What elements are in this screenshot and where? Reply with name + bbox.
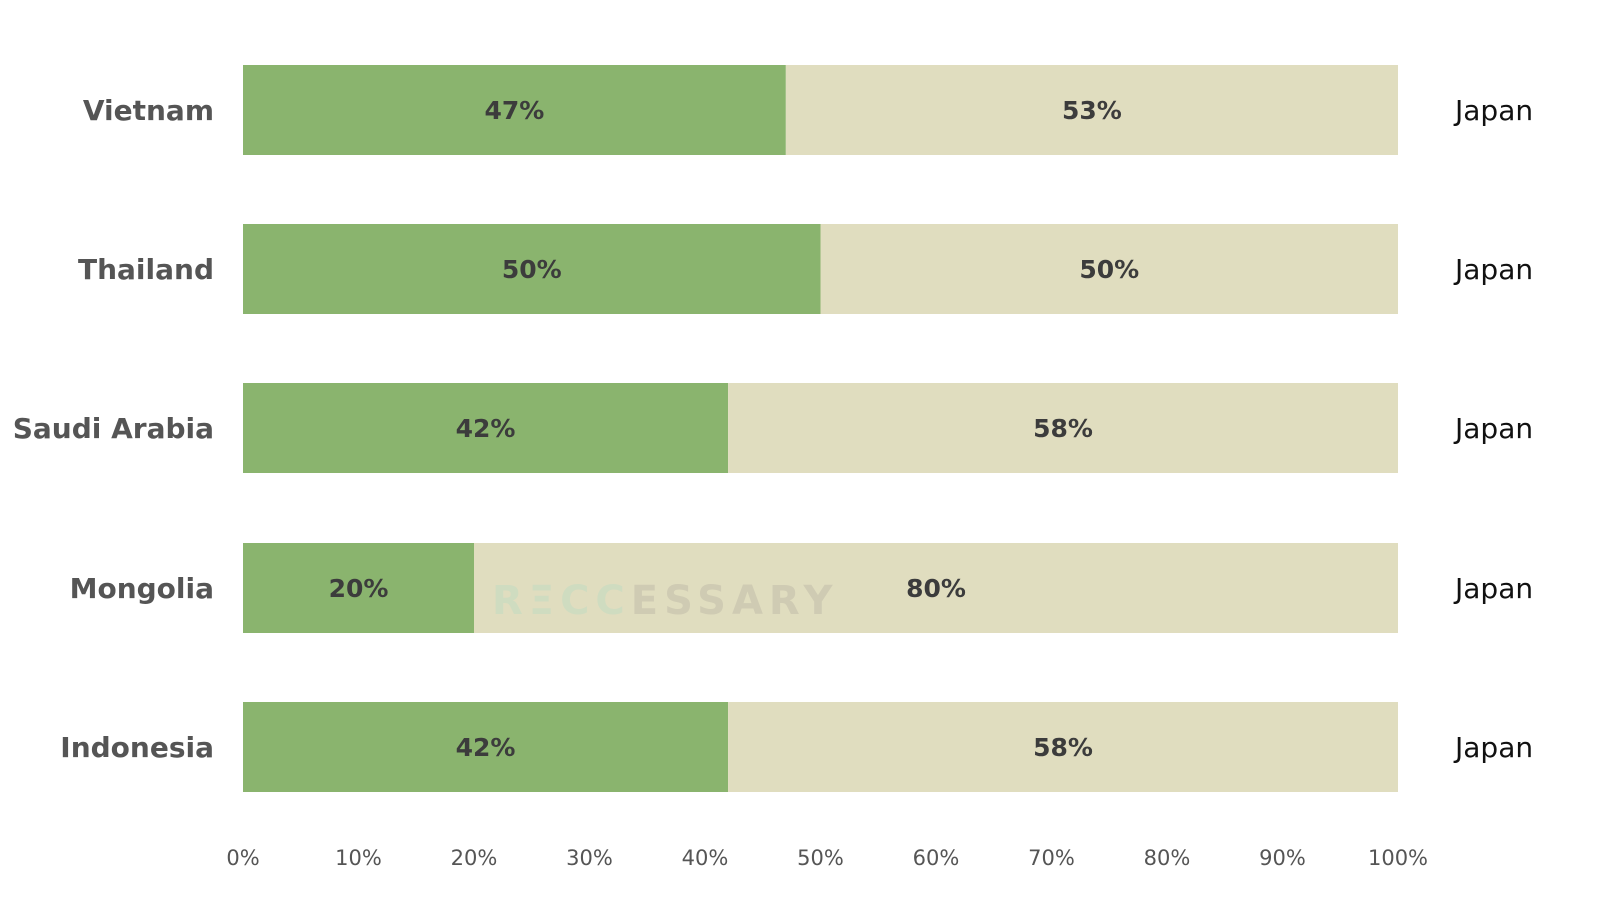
- bar-segment-2: [820, 224, 1398, 314]
- data-label: 50%: [502, 255, 562, 284]
- bar-segment-1: [243, 383, 729, 473]
- category-label: Mongolia: [70, 572, 214, 605]
- category-label: Vietnam: [83, 94, 214, 127]
- x-tick-label: 80%: [1144, 846, 1191, 870]
- category-label: Thailand: [78, 253, 214, 286]
- watermark-prefix: RΞCC: [492, 578, 631, 624]
- right-label: Japan: [1453, 94, 1533, 127]
- right-label: Japan: [1453, 412, 1533, 445]
- watermark-suffix: ESSARY: [631, 578, 839, 624]
- data-label: 58%: [1033, 414, 1093, 443]
- data-label: 20%: [329, 574, 389, 603]
- x-tick-label: 60%: [913, 846, 960, 870]
- bar-segment-2: [728, 702, 1398, 792]
- x-tick-label: 0%: [226, 846, 259, 870]
- bar-segment-2: [785, 65, 1398, 155]
- right-labels-group: Japan Japan Japan Japan Japan: [1453, 94, 1533, 764]
- x-tick-label: 30%: [566, 846, 613, 870]
- x-tick-label: 20%: [451, 846, 498, 870]
- x-tick-label: 40%: [682, 846, 729, 870]
- x-axis-ticks-group: 0% 10% 20% 30% 40% 50% 60% 70% 80% 90% 100%: [226, 846, 1428, 870]
- value-labels-group: 47% 53% 50% 50% 42% 58% 20% 80% 42% 58%: [329, 96, 1140, 762]
- data-label: 47%: [485, 96, 545, 125]
- bar-segment-1: [243, 65, 786, 155]
- bar-segment-1: [243, 543, 474, 633]
- right-label: Japan: [1453, 572, 1533, 605]
- right-label: Japan: [1453, 253, 1533, 286]
- bars-group: [243, 65, 1398, 792]
- data-label: 50%: [1079, 255, 1139, 284]
- bar-segment-2: [474, 543, 1398, 633]
- bar-segment-1: [243, 702, 729, 792]
- right-label: Japan: [1453, 731, 1533, 764]
- category-label: Indonesia: [60, 731, 214, 764]
- bar-segment-1: [243, 224, 821, 314]
- x-tick-label: 50%: [797, 846, 844, 870]
- category-label: Saudi Arabia: [13, 412, 214, 445]
- x-tick-label: 10%: [335, 846, 382, 870]
- bar-segment-2: [728, 383, 1398, 473]
- x-tick-label: 90%: [1259, 846, 1306, 870]
- data-label: 58%: [1033, 733, 1093, 762]
- x-tick-label: 70%: [1028, 846, 1075, 870]
- data-label: 42%: [456, 414, 516, 443]
- x-tick-label: 100%: [1368, 846, 1428, 870]
- data-label: 80%: [906, 574, 966, 603]
- watermark: RΞCCESSARY: [492, 578, 838, 624]
- data-label: 42%: [456, 733, 516, 762]
- category-labels-group: Vietnam Thailand Saudi Arabia Mongolia Indon…: [13, 94, 214, 764]
- data-label: 53%: [1062, 96, 1122, 125]
